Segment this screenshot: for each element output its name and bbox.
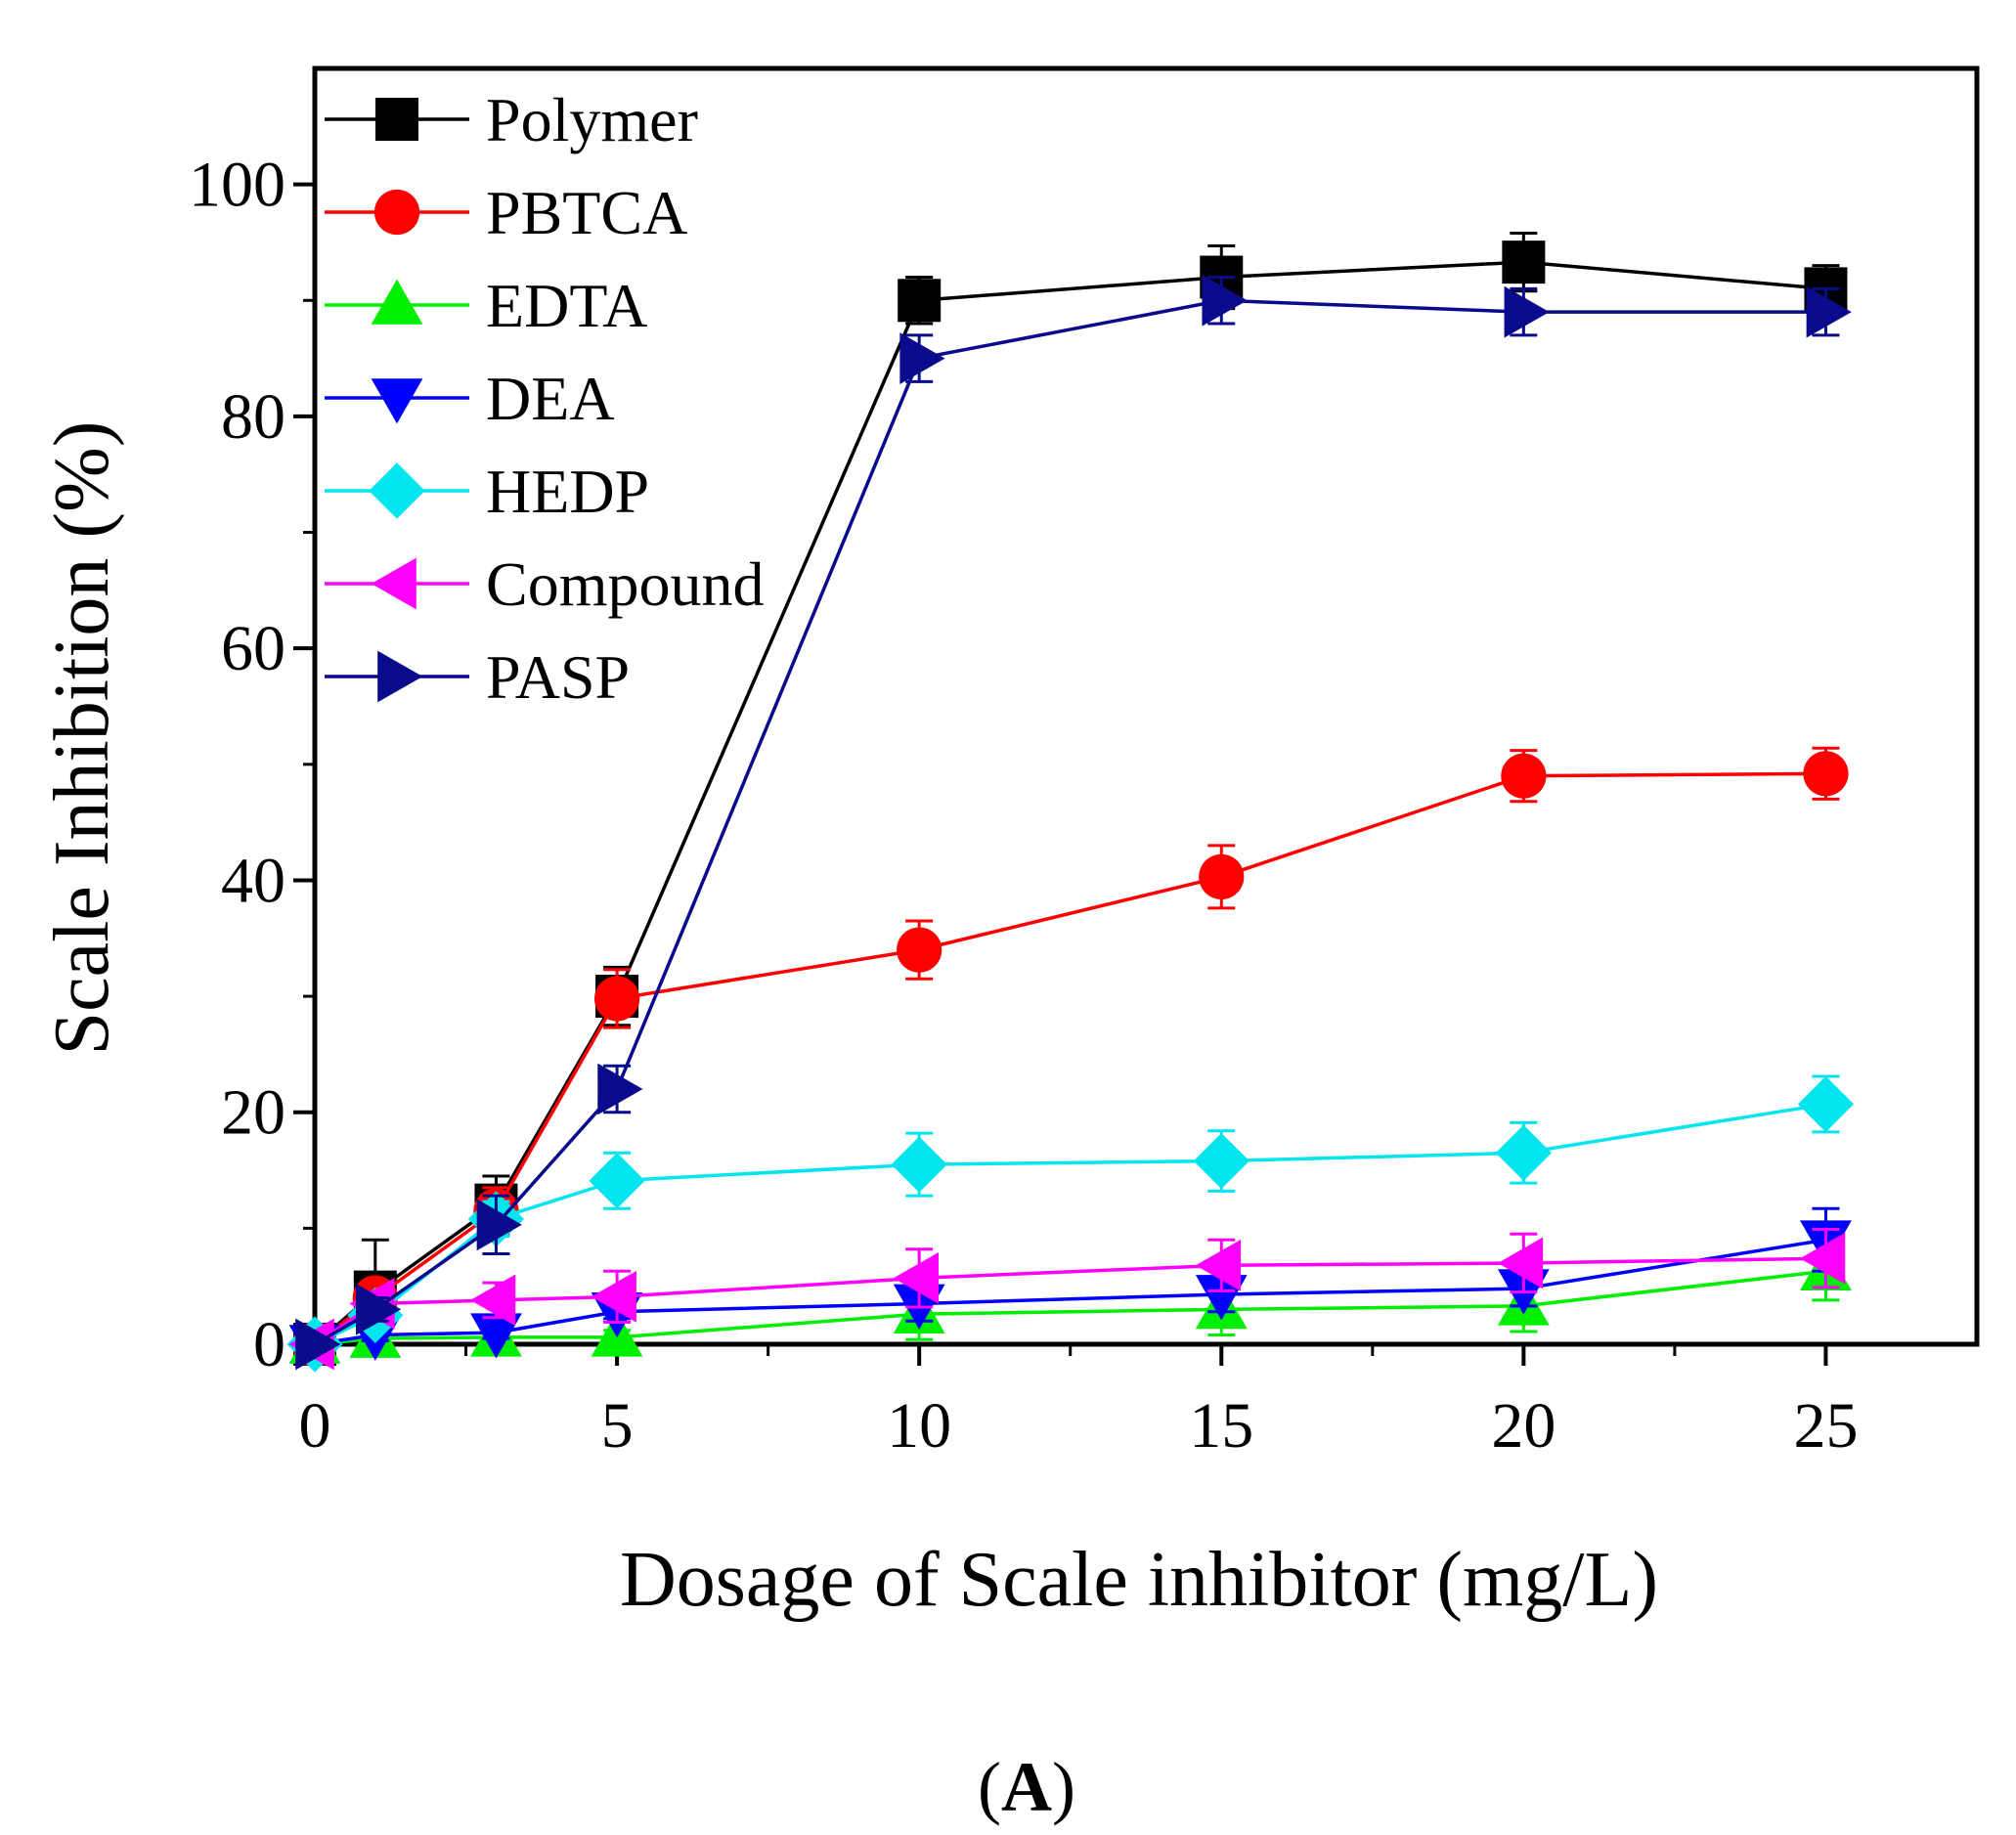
series-line <box>314 1102 1826 1346</box>
legend-entry: DEA <box>325 364 615 433</box>
legend-entry: EDTA <box>325 271 648 340</box>
y-tick-label: 80 <box>221 381 285 453</box>
y-tick-label: 100 <box>189 150 285 221</box>
legend-entry: Polymer <box>325 85 698 154</box>
data-point <box>593 976 640 1022</box>
series-line <box>314 1256 1826 1346</box>
series-line <box>313 771 1826 1346</box>
data-point <box>597 1063 643 1115</box>
legend-marker <box>371 378 423 424</box>
panel-label: (A) <box>978 1748 1075 1826</box>
legend-label: PBTCA <box>486 178 687 247</box>
data-point <box>899 332 945 384</box>
legend-marker <box>371 557 416 610</box>
series-line <box>314 1238 1826 1346</box>
data-point <box>356 1284 402 1335</box>
data-point <box>1195 1239 1242 1291</box>
legend-entry: PASP <box>325 642 630 712</box>
data-point <box>470 1274 516 1327</box>
data-point <box>1202 274 1248 327</box>
legend-entry: PBTCA <box>325 178 687 247</box>
data-point <box>470 1313 522 1359</box>
x-tick-label: 15 <box>1189 1390 1253 1462</box>
panel-label-open: ( <box>978 1748 1001 1826</box>
data-point <box>1193 1132 1249 1190</box>
data-point <box>1800 1232 1846 1285</box>
x-tick-label: 5 <box>601 1390 634 1462</box>
series-line <box>314 1269 1826 1346</box>
data-point <box>891 1136 947 1193</box>
series-pasp <box>295 274 1852 1371</box>
legend-marker <box>375 98 418 141</box>
data-point <box>1497 1237 1544 1289</box>
legend-entry: HEDP <box>325 457 649 526</box>
legend-label: Polymer <box>486 85 698 154</box>
x-tick-label: 10 <box>887 1390 951 1462</box>
x-axis-label: Dosage of Scale inhibitor (mg/L) <box>620 1537 1658 1623</box>
panel-label-close: ) <box>1052 1748 1075 1826</box>
series-compound <box>288 1228 1846 1371</box>
x-tick-label: 0 <box>299 1390 331 1462</box>
y-tick-label: 60 <box>221 613 285 684</box>
data-point <box>589 1153 645 1209</box>
data-point <box>893 1251 939 1304</box>
data-point <box>1504 285 1550 338</box>
legend-label: EDTA <box>486 271 648 340</box>
series-line <box>314 298 1826 1346</box>
data-point <box>898 279 942 323</box>
legend-entry: Compound <box>325 549 764 619</box>
data-point <box>591 1270 636 1323</box>
plot-frame <box>312 66 1980 1347</box>
panel-label-letter: A <box>1001 1748 1052 1826</box>
legend-marker <box>373 189 420 236</box>
y-tick-label: 40 <box>221 845 285 916</box>
legend-marker <box>377 650 423 703</box>
legend-marker <box>369 462 425 519</box>
legend-label: PASP <box>486 642 630 712</box>
legend-marker <box>371 279 423 325</box>
data-point <box>295 1318 341 1371</box>
data-point <box>1806 285 1852 338</box>
y-axis-label: Scale Inhibition (%) <box>39 421 125 1056</box>
y-tick-label: 0 <box>253 1309 285 1380</box>
data-point <box>476 1199 522 1251</box>
data-point <box>1495 1124 1552 1181</box>
legend-label: HEDP <box>486 457 649 526</box>
y-tick-label: 20 <box>221 1077 285 1149</box>
data-point <box>1199 853 1245 899</box>
legend-label: DEA <box>486 364 615 433</box>
legend-label: Compound <box>486 549 764 619</box>
data-point <box>897 927 942 973</box>
data-point <box>1797 1075 1855 1133</box>
x-tick-label: 20 <box>1491 1390 1556 1462</box>
data-point <box>1803 751 1849 797</box>
data-point <box>1502 240 1546 284</box>
x-tick-label: 25 <box>1793 1390 1858 1462</box>
data-point <box>1501 753 1547 799</box>
